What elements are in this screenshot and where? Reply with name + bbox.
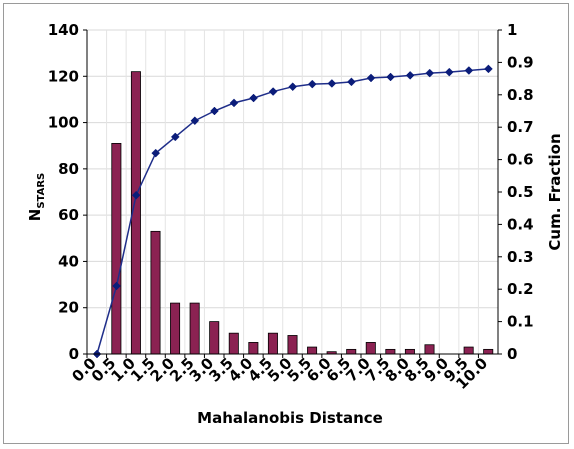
left-tick-label: 40 [58, 252, 79, 270]
right-tick-label: 0.9 [507, 53, 534, 71]
left-tick-label: 140 [48, 21, 79, 39]
cumulative-point-marker [151, 148, 161, 158]
right-tick-label: 0.7 [507, 118, 534, 136]
bar [346, 348, 357, 355]
cumulative-point-marker [327, 79, 337, 88]
cumulative-point-marker [405, 71, 415, 80]
x-axis-title: Mahalanobis Distance [197, 409, 383, 427]
bar [365, 342, 376, 355]
left-tick-label: 20 [58, 299, 79, 317]
left-tick-label: 0 [69, 345, 79, 363]
x-axis-ticks: 0.00.51.01.52.02.53.03.54.04.55.05.56.06… [68, 354, 491, 393]
cumulative-point-marker [484, 64, 493, 74]
plot-area [87, 30, 498, 354]
bar [424, 344, 435, 355]
cumulative-point-marker [268, 87, 278, 96]
cumulative-point-marker [112, 281, 121, 291]
right-tick-label: 1 [507, 21, 517, 39]
cumulative-point-marker [386, 72, 395, 82]
right-tick-label: 0.3 [507, 248, 534, 266]
cumulative-point-marker [210, 106, 219, 116]
cumulative-point-marker [366, 73, 376, 83]
bar [189, 302, 200, 355]
cumulative-point-marker [170, 132, 180, 142]
bar [287, 335, 298, 355]
left-tick-label: 60 [58, 206, 79, 224]
cumulative-point-marker [131, 190, 141, 200]
bar [111, 142, 122, 355]
bar [307, 346, 318, 355]
y-axis-title-main: N [26, 209, 44, 222]
bar [404, 348, 415, 355]
y-axis-title-sub: STARS [36, 173, 47, 209]
bar [209, 321, 220, 355]
right-tick-label: 0.2 [507, 280, 534, 298]
left-tick-label: 100 [48, 114, 79, 132]
right-tick-label: 0.1 [507, 313, 534, 331]
right-tick-label: 0.8 [507, 86, 534, 104]
cumulative-line-series [92, 64, 493, 359]
bar [463, 346, 474, 355]
left-tick-label: 80 [58, 160, 79, 178]
bar [150, 230, 161, 355]
bar [385, 348, 396, 355]
right-tick-label: 0.5 [507, 183, 534, 201]
bar [267, 332, 278, 355]
cumulative-point-marker [425, 68, 435, 78]
cumulative-point-marker [249, 93, 258, 103]
right-tick-label: 0.6 [507, 151, 534, 169]
left-axis-ticks: 0 20 40 60 80 100 120 140 [48, 21, 87, 363]
plot-background [87, 30, 498, 354]
cumulative-point-marker [288, 82, 298, 92]
bar [248, 342, 259, 355]
bar [170, 302, 181, 355]
cumulative-point-marker [444, 67, 454, 77]
cumulative-point-marker [307, 79, 317, 89]
bar [228, 332, 239, 355]
bar [483, 348, 494, 355]
right-tick-label: 0.4 [507, 215, 534, 233]
cumulative-point-marker [347, 77, 356, 87]
cumulative-point-marker [190, 116, 200, 126]
cumulative-point-marker [229, 98, 239, 108]
left-tick-label: 120 [48, 67, 79, 85]
cumulative-point-marker [464, 66, 474, 75]
right-axis-ticks: 0 0.1 0.2 0.3 0.4 0.5 0.6 0.7 0.8 0.9 1 [498, 21, 534, 363]
right-tick-label: 0 [507, 345, 517, 363]
y2-axis-title: Cum. Fraction [546, 133, 564, 250]
y-axis-title: NSTARS [26, 173, 47, 221]
